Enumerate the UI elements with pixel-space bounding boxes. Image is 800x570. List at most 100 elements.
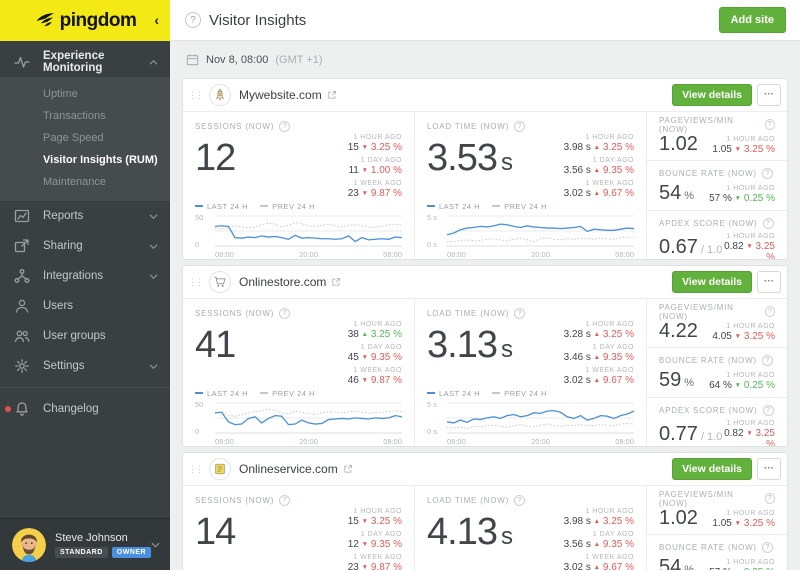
pageviews-comparison: 1 HOUR AGO 1.05 ▼ 3.25 % <box>712 509 775 529</box>
pingdom-bird-icon <box>36 12 54 26</box>
help-icon[interactable]: ? <box>764 119 775 130</box>
sidebar-item-transactions[interactable]: Transactions <box>43 110 106 122</box>
sidebar-item-reports[interactable]: Reports <box>0 201 170 231</box>
comparison: 1 HOUR AGO 0.82 ▼ 3.25 % <box>724 232 775 259</box>
more-options-button[interactable]: ··· <box>757 84 781 106</box>
load-time-panel: Load time (now) ? 4.13 s 1 HOUR AGO 3.98 s… <box>415 486 647 570</box>
apdex-label: Apdex score (now) ? <box>659 404 775 417</box>
sidebar-item-visitor-insights-rum-[interactable]: Visitor Insights (RUM) <box>43 154 158 166</box>
sessions-label: Sessions (now) ? <box>195 494 402 507</box>
sidebar-item-sharing[interactable]: Sharing <box>0 231 170 261</box>
user-menu[interactable]: Steve Johnson STANDARD OWNER <box>0 518 170 570</box>
pingdom-logo[interactable]: pingdom <box>34 10 137 32</box>
help-icon[interactable]: ? <box>762 217 774 229</box>
more-options-button[interactable]: ··· <box>757 458 781 480</box>
drag-handle-icon[interactable]: ⋮⋮ <box>188 89 204 100</box>
comparison: 1 HOUR AGO 3.98 s ▲ 3.25 % <box>563 508 634 527</box>
chart-legend: Last 24 h Prev 24 h <box>427 387 634 399</box>
help-icon[interactable]: ? <box>764 493 775 504</box>
sidebar-item-label: Experience Monitoring <box>43 50 105 74</box>
help-icon[interactable]: ? <box>185 12 201 28</box>
bounce-rate-value: 54% <box>659 182 695 205</box>
notification-dot <box>5 406 11 412</box>
x-axis-labels: 08:00 20:00 08:00 <box>447 250 634 259</box>
load-time-sparkline <box>447 214 634 248</box>
comparison: 1 HOUR AGO 1.05 ▼ 3.25 % <box>712 135 775 155</box>
date-bar[interactable]: Nov 8, 08:00 (GMT +1) <box>170 41 800 78</box>
help-icon[interactable]: ? <box>514 308 526 319</box>
site-card-header: ⋮⋮ Onlineservice.com View details ··· <box>183 453 787 486</box>
pageviews-label: Pageviews/min (now) ? <box>659 116 775 134</box>
bounce-rate-panel: Bounce rate (now) ? 59% 1 HOUR AGO 64 % ▼… <box>647 347 787 396</box>
help-icon[interactable]: ? <box>761 542 773 554</box>
sidebar-nav: Experience Monitoring Uptime Transactions P… <box>0 41 170 424</box>
comparison: 1 WEEK AGO 46 ▼ 9.87 % <box>347 367 402 386</box>
help-icon[interactable]: ? <box>514 121 526 132</box>
y-axis-labels: 50 0 <box>195 400 204 436</box>
sidebar-item-page-speed[interactable]: Page Speed <box>43 132 104 144</box>
chart-legend: Last 24 h Prev 24 h <box>427 200 634 212</box>
sessions-value: 41 <box>195 324 236 366</box>
help-icon[interactable]: ? <box>279 495 291 506</box>
comparison: 1 DAY AGO 11 ▼ 1.00 % <box>348 157 402 176</box>
help-icon[interactable]: ? <box>279 308 291 319</box>
sidebar-item-experience-monitoring[interactable]: Experience Monitoring <box>0 47 170 77</box>
apdex-panel: Apdex score (now) ? 0.67/ 1.0 1 HOUR AGO… <box>647 209 787 259</box>
bounce-rate-comparison: 1 HOUR AGO 64 % ▼ 0.25 % <box>709 371 775 391</box>
sidebar-collapse-icon[interactable]: ‹ <box>154 12 159 28</box>
chevron-down-icon <box>149 273 158 280</box>
sidebar-item-changelog[interactable]: Changelog <box>0 394 170 424</box>
comparison: 1 WEEK AGO 3.02 s ▲ 9.67 % <box>563 180 634 199</box>
external-link-icon[interactable] <box>327 90 337 100</box>
view-details-button[interactable]: View details <box>672 458 752 480</box>
pageviews-panel: Pageviews/min (now) ? 1.02 1 HOUR AGO 1.0… <box>647 486 787 534</box>
comparison: 1 HOUR AGO 1.05 ▼ 3.25 % <box>712 509 775 529</box>
sessions-comparisons: 1 HOUR AGO 38 ▲ 3.25 % 1 DAY AGO 45 ▼ 9.35 … <box>304 320 402 386</box>
comparison: 1 HOUR AGO 3.28 s ▲ 3.25 % <box>563 321 634 340</box>
site-favicon-icon <box>209 271 231 293</box>
sessions-panel: Sessions (now) ? 14 1 HOUR AGO 15 ▼ 3.25 … <box>183 486 415 570</box>
gear-icon <box>14 358 30 374</box>
external-link-icon[interactable] <box>343 464 353 474</box>
sessions-panel: Sessions (now) ? 41 1 HOUR AGO 38 ▲ 3.25 … <box>183 299 415 446</box>
external-link-icon[interactable] <box>331 277 341 287</box>
help-icon[interactable]: ? <box>761 355 773 367</box>
more-options-button[interactable]: ··· <box>757 271 781 293</box>
help-icon[interactable]: ? <box>762 404 774 416</box>
help-icon[interactable]: ? <box>764 306 775 317</box>
y-axis-labels: 50 0 <box>195 213 204 249</box>
chart-legend: Last 24 h Prev 24 h <box>195 387 402 399</box>
sidebar-item-settings[interactable]: Settings <box>0 351 170 381</box>
help-icon[interactable]: ? <box>514 495 526 506</box>
sessions-value: 14 <box>195 511 236 553</box>
sidebar-item-label: Changelog <box>43 403 99 415</box>
site-name: Mywebsite.com <box>239 88 322 102</box>
timezone: (GMT +1) <box>275 53 323 66</box>
drag-handle-icon[interactable]: ⋮⋮ <box>188 276 204 287</box>
help-icon[interactable]: ? <box>761 168 773 180</box>
add-site-button[interactable]: Add site <box>718 7 786 33</box>
view-details-button[interactable]: View details <box>672 271 752 293</box>
last-24h-swatch <box>195 392 203 394</box>
last-24h-swatch <box>195 205 203 207</box>
view-details-button[interactable]: View details <box>672 84 752 106</box>
site-card-body: Sessions (now) ? 14 1 HOUR AGO 15 ▼ 3.25 … <box>183 486 787 570</box>
sidebar-item-label: Sharing <box>43 240 83 252</box>
help-icon[interactable]: ? <box>279 121 291 132</box>
sidebar-item-integrations[interactable]: Integrations <box>0 261 170 291</box>
load-time-comparisons: 1 HOUR AGO 3.98 s ▲ 3.25 % 1 DAY AGO 3.56 s… <box>536 507 634 570</box>
load-time-label: Load time (now) ? <box>427 307 634 320</box>
sidebar-item-users[interactable]: Users <box>0 291 170 321</box>
sessions-comparisons: 1 HOUR AGO 15 ▼ 3.25 % 1 DAY AGO 11 ▼ 1.00 … <box>304 133 402 199</box>
load-time-value: 3.53 s <box>427 137 513 179</box>
sidebar-item-user-groups[interactable]: User groups <box>0 321 170 351</box>
chevron-up-icon <box>149 59 158 66</box>
sidebar-item-maintenance[interactable]: Maintenance <box>43 176 106 188</box>
sidebar-item-uptime[interactable]: Uptime <box>43 88 78 100</box>
load-time-label: Load time (now) ? <box>427 494 634 507</box>
comparison: 1 HOUR AGO 3.98 s ▲ 3.25 % <box>563 134 634 153</box>
drag-handle-icon[interactable]: ⋮⋮ <box>188 463 204 474</box>
